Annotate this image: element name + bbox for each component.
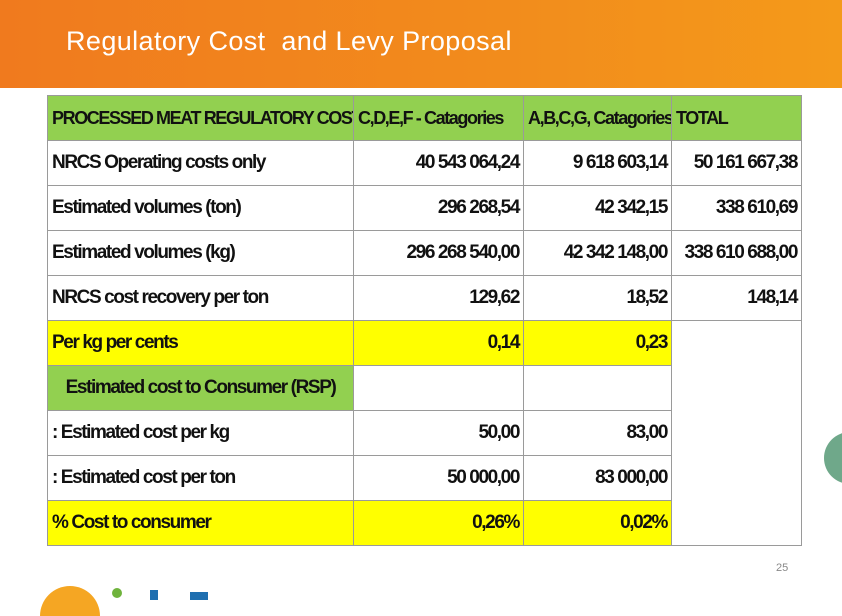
- abcg-value: 0,02%: [523, 500, 672, 546]
- table-row: Estimated cost to Consumer (RSP): [47, 365, 802, 411]
- header-summary: PROCESSED MEAT REGULATORY COST SUMMARY: [47, 95, 354, 141]
- cdef-value: 0,14: [353, 320, 524, 366]
- row-label: : Estimated cost per kg: [47, 410, 354, 456]
- logo-dot-icon: [112, 588, 122, 598]
- total-value: 338 610,69: [671, 185, 802, 231]
- abcg-value: 9 618 603,14: [523, 140, 672, 186]
- abcg-value: 42 342,15: [523, 185, 672, 231]
- total-value: [671, 500, 802, 546]
- abcg-value: [523, 365, 672, 411]
- header-abcg: A,B,C,G, Catagories: [523, 95, 672, 141]
- row-label: NRCS Operating costs only: [47, 140, 354, 186]
- table-header-row: PROCESSED MEAT REGULATORY COST SUMMARY C…: [47, 95, 802, 141]
- title-banner: Regulatory Cost and Levy Proposal: [0, 0, 842, 88]
- total-value: [671, 410, 802, 456]
- decorative-circle: [824, 432, 842, 484]
- row-label: Per kg per cents: [47, 320, 354, 366]
- slide-title: Regulatory Cost and Levy Proposal: [66, 26, 512, 56]
- total-value: 338 610 688,00: [671, 230, 802, 276]
- cost-summary-table: PROCESSED MEAT REGULATORY COST SUMMARY C…: [47, 95, 802, 546]
- consumer-section-heading: Estimated cost to Consumer (RSP): [47, 365, 354, 411]
- total-value: [671, 365, 802, 411]
- table-row: Per kg per cents 0,14 0,23: [47, 320, 802, 366]
- total-value: 50 161 667,38: [671, 140, 802, 186]
- table-row: : Estimated cost per ton 50 000,00 83 00…: [47, 455, 802, 501]
- table-row: NRCS cost recovery per ton 129,62 18,52 …: [47, 275, 802, 321]
- table-row: NRCS Operating costs only 40 543 064,24 …: [47, 140, 802, 186]
- table-row: % Cost to consumer 0,26% 0,02%: [47, 500, 802, 546]
- logo-letter-icon: [190, 592, 208, 600]
- cdef-value: 40 543 064,24: [353, 140, 524, 186]
- cdef-value: 296 268,54: [353, 185, 524, 231]
- header-total: TOTAL: [671, 95, 802, 141]
- row-label: : Estimated cost per ton: [47, 455, 354, 501]
- logo-icon: [40, 586, 100, 616]
- abcg-value: 42 342 148,00: [523, 230, 672, 276]
- abcg-value: 83,00: [523, 410, 672, 456]
- table-row: Estimated volumes (ton) 296 268,54 42 34…: [47, 185, 802, 231]
- abcg-value: 83 000,00: [523, 455, 672, 501]
- total-value: [671, 320, 802, 366]
- table-row: Estimated volumes (kg) 296 268 540,00 42…: [47, 230, 802, 276]
- row-label: Estimated volumes (ton): [47, 185, 354, 231]
- cdef-value: 0,26%: [353, 500, 524, 546]
- row-label: % Cost to consumer: [47, 500, 354, 546]
- header-cdef: C,D,E,F - Catagories: [353, 95, 524, 141]
- row-label: NRCS cost recovery per ton: [47, 275, 354, 321]
- total-value: [671, 455, 802, 501]
- cdef-value: 129,62: [353, 275, 524, 321]
- cdef-value: [353, 365, 524, 411]
- cdef-value: 50 000,00: [353, 455, 524, 501]
- total-value: 148,14: [671, 275, 802, 321]
- abcg-value: 0,23: [523, 320, 672, 366]
- abcg-value: 18,52: [523, 275, 672, 321]
- cdef-value: 296 268 540,00: [353, 230, 524, 276]
- logo-letter-icon: [150, 590, 158, 600]
- cdef-value: 50,00: [353, 410, 524, 456]
- row-label: Estimated volumes (kg): [47, 230, 354, 276]
- table-row: : Estimated cost per kg 50,00 83,00: [47, 410, 802, 456]
- page-number: 25: [776, 562, 789, 574]
